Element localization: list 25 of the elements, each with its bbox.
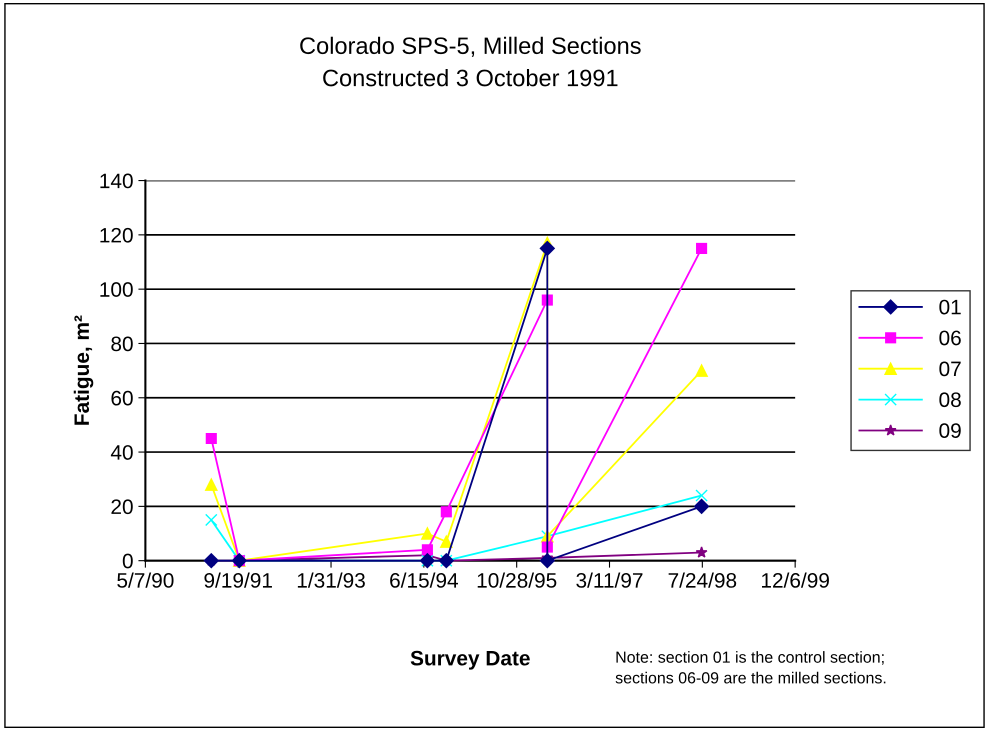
y-tick-label: 120 <box>100 228 133 243</box>
text: Note: section 01 is the control section; sections 06-09 are the milled sections. <box>616 651 886 684</box>
x-tick-label: 3/11/97 <box>576 572 642 588</box>
y-axis-title: Fatigue, m² <box>74 315 94 425</box>
x-tick-label: 5/7/90 <box>117 572 174 588</box>
y-tick-label: 0 <box>122 554 133 568</box>
legend-label: 08 <box>939 392 961 408</box>
x-tick-label: 10/28/95 <box>478 572 556 588</box>
x-tick-label: 6/15/94 <box>390 572 458 588</box>
x-tick-label: 1/31/93 <box>298 572 365 588</box>
y-tick-label: 100 <box>100 282 133 297</box>
chart-title: Colorado SPS-5, Milled Sections Constructed 3 October 1991 <box>300 36 641 86</box>
y-tick-label: 40 <box>110 445 133 460</box>
legend-label: 01 <box>939 300 961 314</box>
legend-label: 06 <box>939 330 961 346</box>
y-tick-label: 60 <box>111 390 133 406</box>
y-tick-label: 140 <box>100 174 133 188</box>
legend-label: 07 <box>939 361 961 376</box>
x-tick-label: 9/19/91 <box>204 572 272 588</box>
y-tick-label: 80 <box>111 336 133 352</box>
x-axis-title: Survey Date <box>410 650 530 670</box>
legend-label: 09 <box>939 423 961 438</box>
x-tick-label: 7/24/98 <box>668 572 736 588</box>
y-tick-label: 20 <box>111 499 133 514</box>
x-tick-label: 12/6/99 <box>762 572 829 588</box>
